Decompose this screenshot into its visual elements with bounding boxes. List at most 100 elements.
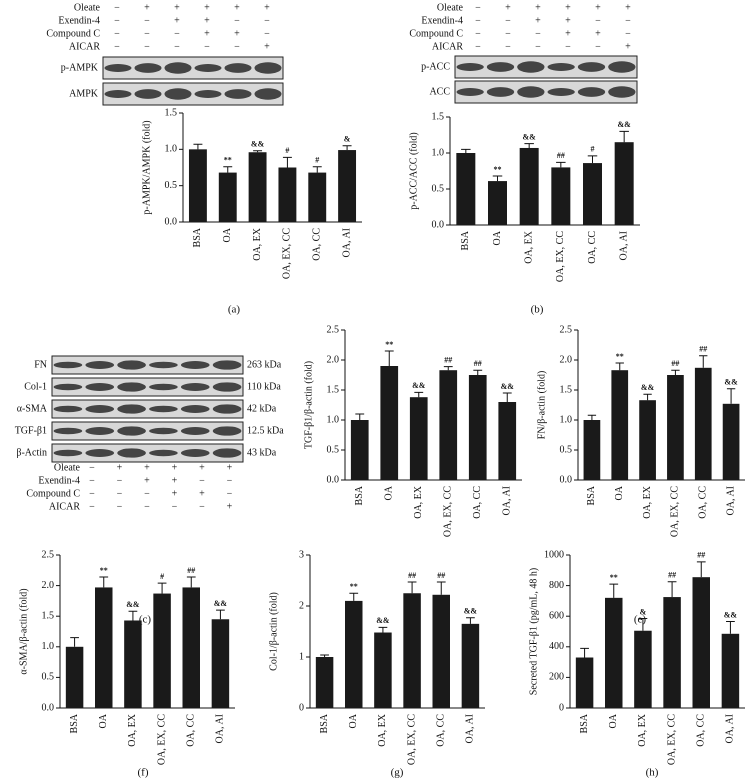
- band-size: 43 kDa: [247, 447, 277, 458]
- x-tick-label: OA, AI: [215, 714, 226, 743]
- treatment-sign: +: [199, 488, 205, 499]
- blot-band: [180, 405, 210, 413]
- significance-label: **: [385, 340, 393, 349]
- blot-band: [53, 361, 83, 369]
- treatment-sign: +: [204, 15, 210, 26]
- blot-band: [486, 87, 515, 97]
- bar: [409, 397, 428, 480]
- band-size: 12.5 kDa: [247, 425, 284, 436]
- treatment-sign: −: [114, 15, 120, 26]
- treatment-sign: +: [144, 462, 150, 473]
- treatment-sign: +: [234, 28, 240, 39]
- treatment-sign: −: [89, 475, 95, 486]
- bar: [315, 657, 334, 708]
- blot-band: [547, 63, 575, 71]
- error-bar: [466, 617, 475, 624]
- x-tick-label: OA, CC: [472, 486, 483, 519]
- treatment-sign: +: [227, 501, 233, 512]
- treatment-sign: +: [204, 2, 210, 13]
- y-tick-label: 1: [299, 651, 304, 662]
- treatment-sign: −: [117, 475, 123, 486]
- significance-label: &&: [251, 140, 265, 149]
- bar: [692, 577, 710, 708]
- y-axis-label: p-AMPK/AMPK (fold): [141, 120, 152, 214]
- error-bar: [671, 369, 680, 375]
- band-label: ACC: [429, 86, 450, 97]
- panel-label: (a): [228, 304, 241, 316]
- treatment-sign: −: [199, 501, 205, 512]
- blot-band: [212, 382, 242, 392]
- treatment-name: Compound C: [46, 28, 100, 39]
- significance-label: &&: [641, 383, 655, 392]
- blot-band: [254, 62, 282, 74]
- blot-strip: [51, 399, 244, 419]
- x-tick-label: OA, CC: [587, 231, 598, 264]
- y-tick-label: 1.0: [560, 414, 573, 425]
- treatment-sign: +: [144, 475, 150, 486]
- error-bar: [157, 582, 167, 594]
- error-bar: [524, 143, 534, 148]
- bar: [488, 181, 507, 225]
- treatment-name: Exendin-4: [38, 475, 80, 486]
- error-bar: [473, 369, 483, 375]
- blot-band: [164, 62, 192, 74]
- significance-label: &: [344, 135, 351, 144]
- treatment-name: AICAR: [49, 501, 80, 512]
- bar: [456, 153, 476, 225]
- blot-band: [134, 89, 162, 99]
- significance-label: #: [160, 572, 164, 581]
- treatment-sign: +: [625, 2, 631, 13]
- error-bar: [436, 581, 446, 595]
- bar: [667, 375, 684, 480]
- band-label: AMPK: [69, 88, 99, 99]
- treatment-sign: −: [174, 41, 180, 52]
- blot-band: [194, 64, 222, 72]
- blot-band: [164, 88, 192, 100]
- bar: [308, 172, 327, 222]
- blot-band: [149, 361, 178, 369]
- y-axis-label: Col-1/β-actin (fold): [268, 592, 279, 671]
- x-tick-label: OA, CC: [436, 714, 447, 747]
- treatment-sign: +: [174, 15, 180, 26]
- treatment-sign: +: [172, 462, 178, 473]
- blot-band: [577, 62, 606, 72]
- y-tick-label: 1.0: [327, 414, 340, 425]
- blot-band: [53, 383, 83, 391]
- treatment-name: Exendin-4: [421, 15, 463, 26]
- x-tick-label: OA: [614, 485, 625, 500]
- y-tick-label: 0.0: [432, 219, 445, 230]
- x-tick-label: OA, EX, CC: [443, 486, 454, 537]
- treatment-sign: −: [625, 15, 631, 26]
- blot-band: [149, 449, 178, 457]
- blot-band: [224, 89, 252, 99]
- treatment-sign: −: [595, 15, 601, 26]
- treatment-sign: −: [595, 41, 601, 52]
- x-tick-label: OA, EX: [637, 713, 648, 747]
- y-tick-label: 2.5: [42, 549, 55, 560]
- y-tick-label: 1.0: [432, 147, 445, 158]
- blot-band: [180, 427, 210, 435]
- error-bar: [99, 576, 109, 588]
- significance-label: **: [616, 352, 624, 361]
- y-tick-label: 2.0: [327, 354, 340, 365]
- x-tick-label: OA, EX, CC: [156, 714, 167, 765]
- y-tick-label: 1.5: [327, 384, 340, 395]
- significance-label: **: [224, 156, 232, 165]
- treatment-sign: +: [535, 2, 541, 13]
- x-tick-label: OA, EX: [377, 713, 388, 747]
- significance-label: &&: [618, 120, 632, 129]
- blot-band: [53, 405, 83, 413]
- treatment-sign: −: [89, 501, 95, 512]
- significance-label: &&: [724, 378, 738, 387]
- significance-label: &: [640, 607, 647, 616]
- x-tick-label: OA, EX: [127, 713, 138, 747]
- x-tick-label: BSA: [579, 713, 590, 733]
- x-tick-label: OA, CC: [696, 714, 707, 747]
- treatment-sign: −: [89, 462, 95, 473]
- error-bar: [502, 392, 512, 402]
- bar: [248, 152, 267, 222]
- treatment-name: Oleate: [54, 462, 81, 473]
- band-label: p-AMPK: [61, 62, 99, 73]
- error-bar: [312, 166, 322, 173]
- error-bar: [696, 561, 706, 578]
